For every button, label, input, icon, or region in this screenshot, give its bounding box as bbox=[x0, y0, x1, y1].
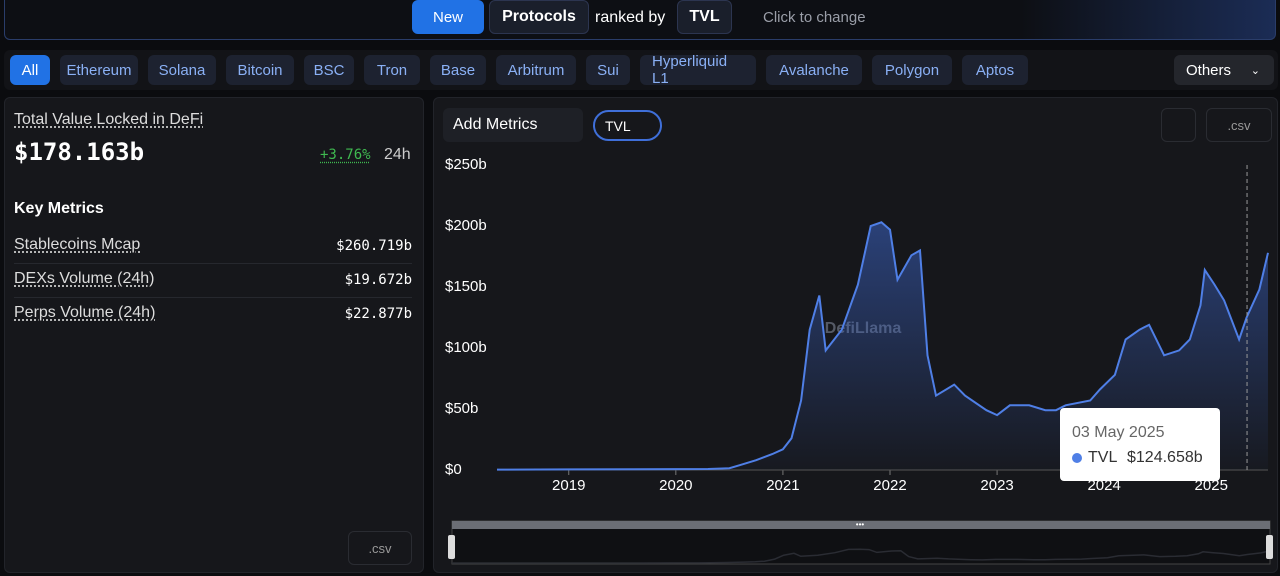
y-tick-label: $250b bbox=[445, 156, 487, 173]
chain-chip[interactable]: Avalanche bbox=[766, 55, 862, 85]
embed-button[interactable] bbox=[1161, 108, 1196, 142]
summary-csv[interactable]: .csv bbox=[348, 531, 412, 565]
tvl-toggle[interactable]: TVL bbox=[593, 110, 662, 141]
y-tick-label: $200b bbox=[445, 217, 487, 234]
x-tick-label: 2022 bbox=[873, 477, 906, 494]
tooltip-date: 03 May 2025 bbox=[1072, 424, 1165, 441]
chart-csv[interactable]: .csv bbox=[1206, 108, 1272, 142]
tooltip-dot bbox=[1072, 453, 1082, 463]
brush-line bbox=[452, 548, 1271, 564]
tvl-period: 24h bbox=[384, 146, 411, 163]
x-tick-label: 2021 bbox=[766, 477, 799, 494]
key-metrics-title: Key Metrics bbox=[14, 200, 104, 217]
tooltip-value: $124.658b bbox=[1127, 449, 1203, 466]
tvl-value: $178.163b bbox=[14, 138, 145, 166]
metric-value: $19.672b bbox=[344, 272, 412, 288]
brush-left bbox=[448, 535, 455, 559]
tvl-line bbox=[496, 221, 1269, 471]
ranked-by: ranked by bbox=[595, 9, 666, 26]
metric-value: $22.877b bbox=[344, 306, 412, 322]
metric-button[interactable]: TVL bbox=[677, 0, 732, 34]
chain-chip[interactable]: Arbitrum bbox=[496, 55, 576, 85]
x-tick-label: 2024 bbox=[1087, 477, 1120, 494]
hint: Click to change bbox=[763, 9, 866, 26]
add-metrics[interactable]: Add Metrics bbox=[443, 108, 583, 142]
x-tick-label: 2025 bbox=[1195, 477, 1228, 494]
new-button[interactable]: New bbox=[412, 0, 484, 34]
chain-chip[interactable]: Bitcoin bbox=[226, 55, 294, 85]
chain-chip[interactable]: All bbox=[10, 55, 50, 85]
chevron: ⌄ bbox=[1250, 64, 1260, 77]
chart: DefiLlama $0$50b$100b$150b$200b$250b2019… bbox=[445, 156, 1273, 565]
chain-chip[interactable]: Base bbox=[430, 55, 486, 85]
brush-right bbox=[1266, 535, 1273, 559]
chain-chip[interactable]: Hyperliquid L1 bbox=[640, 53, 756, 87]
brush-handle-bar bbox=[452, 521, 1270, 529]
x-tick-label: 2020 bbox=[659, 477, 692, 494]
tooltip-name: TVL bbox=[1088, 449, 1117, 466]
chain-chip[interactable]: Polygon bbox=[872, 55, 952, 85]
chain-chip[interactable]: Ethereum bbox=[60, 55, 138, 85]
metric-label: Perps Volume (24h) bbox=[14, 304, 156, 321]
summary-panel bbox=[4, 97, 424, 573]
y-tick-label: $100b bbox=[445, 339, 487, 356]
others-dropdown[interactable]: Others ⌄ bbox=[1174, 55, 1274, 85]
chain-chip[interactable]: BSC bbox=[304, 55, 354, 85]
y-tick-label: $0 bbox=[445, 461, 462, 478]
x-tick-label: 2019 bbox=[552, 477, 585, 494]
others-label: Others bbox=[1186, 61, 1232, 79]
top-bar bbox=[4, 0, 1276, 40]
tvl-title: Total Value Locked in DeFi bbox=[14, 111, 204, 128]
protocols-button[interactable]: Protocols bbox=[489, 0, 589, 34]
metric-divider bbox=[14, 297, 412, 298]
y-tick-label: $50b bbox=[445, 400, 478, 417]
chain-chip[interactable]: Sui bbox=[586, 55, 630, 85]
chain-chip[interactable]: Aptos bbox=[962, 55, 1028, 85]
y-tick-label: $150b bbox=[445, 278, 487, 295]
brush-grip: ••• bbox=[856, 520, 865, 529]
tvl-change: +3.76% bbox=[320, 147, 371, 163]
metric-value: $260.719b bbox=[336, 238, 412, 254]
tooltip-box bbox=[1060, 408, 1220, 481]
chain-chip[interactable]: Tron bbox=[364, 55, 420, 85]
metric-label: Stablecoins Mcap bbox=[14, 236, 141, 253]
chain-chip[interactable]: Solana bbox=[148, 55, 216, 85]
x-tick-label: 2023 bbox=[980, 477, 1013, 494]
metric-label: DEXs Volume (24h) bbox=[14, 270, 155, 287]
metric-divider bbox=[14, 263, 412, 264]
